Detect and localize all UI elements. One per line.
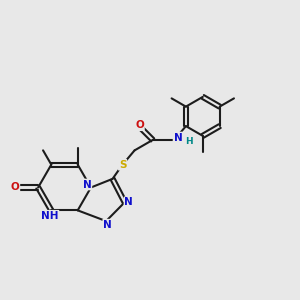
Text: N: N [103,220,112,230]
Text: N: N [124,197,133,207]
Text: H: H [185,137,193,146]
Text: S: S [119,160,126,170]
Text: N: N [82,179,91,190]
Text: NH: NH [41,211,58,221]
Text: O: O [135,120,144,130]
Text: N: N [174,133,182,142]
Text: O: O [11,182,20,192]
